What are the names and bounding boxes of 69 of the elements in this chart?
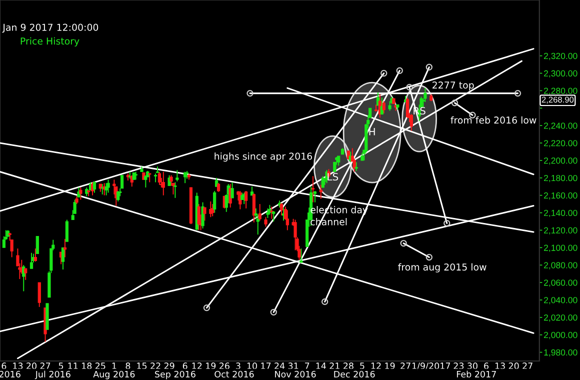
x-tick-label: 27: [40, 362, 50, 370]
x-tick-label: 13: [13, 362, 23, 370]
x-tick-label: 12: [371, 362, 381, 370]
x-tick-label: 22: [150, 362, 160, 370]
x-tick-label: 7: [305, 362, 310, 370]
x-tick-label: 5: [58, 362, 64, 370]
x-tick-label: 20: [508, 362, 519, 370]
x-tick-label: 1: [112, 362, 116, 370]
y-tick-label: 2,040.00: [544, 297, 578, 304]
x-tick-label: 6: [2, 362, 6, 370]
x2-tick-label: Nov 2016: [275, 370, 316, 378]
y-tick-label: 2,020.00: [544, 314, 578, 322]
x2-tick-label: Feb 2017: [456, 370, 496, 378]
y-tick-label: 2,180.00: [544, 174, 578, 182]
x-tick-label: 25: [95, 362, 106, 370]
x-tick-label: 21: [330, 362, 340, 370]
annotation: from feb 2016 low: [450, 116, 536, 124]
x-tick-label: 8: [126, 362, 130, 370]
y-tick-label: 2,280.00: [544, 88, 578, 95]
x-tick-label: 10: [247, 362, 257, 370]
x-tick-label: 29: [164, 362, 174, 370]
y-tick-label: 2,200.00: [544, 158, 578, 165]
x2-tick-label: Sep 2016: [155, 370, 196, 380]
x-tick-label: 6: [182, 362, 188, 370]
y-tick-label: 1,980.00: [544, 349, 578, 357]
x-tick-label: 19: [385, 362, 395, 370]
annotation: Price History: [20, 37, 80, 46]
y-tick-label: 2,000.00: [544, 332, 578, 340]
x-tick-label: 1/9/2017: [412, 362, 450, 370]
y-tick-label: 2,100.00: [544, 244, 578, 252]
y-tick-label: 2,300.00: [544, 70, 578, 78]
x-tick-label: 27: [522, 362, 532, 370]
y-tick-label: 2,160.00: [544, 192, 578, 200]
x-tick-label: 14: [316, 362, 326, 370]
x-tick-label: 17: [261, 362, 271, 370]
y-tick-label: 2,120.00: [544, 227, 578, 234]
y-tick-label: 2,140.00: [544, 210, 578, 218]
x-tick-label: 12: [192, 362, 202, 370]
x-tick-label: 28: [344, 362, 354, 370]
y-tick-label: 2,080.00: [544, 262, 578, 270]
y-tick-label: 2,240.00: [544, 122, 578, 130]
annotation: 2277 top: [432, 82, 474, 90]
x2-tick-label: Jul 2016: [34, 370, 70, 380]
x-tick-label: 5: [360, 362, 364, 370]
x-tick-label: 27: [400, 362, 410, 370]
x-tick-label: 30: [468, 362, 478, 370]
x-tick-label: 15: [137, 362, 147, 370]
x-tick-label: 24: [274, 362, 285, 370]
annotation: from aug 2015 low: [398, 263, 486, 272]
x-tick-label: 6: [484, 362, 488, 370]
x-tick-label: 20: [26, 362, 36, 370]
x-tick-label: 31: [288, 362, 298, 370]
x-tick-label: 13: [495, 362, 505, 370]
x-tick-label: 23: [454, 362, 464, 370]
y-tick-label: 2,220.00: [544, 140, 578, 148]
annotation: Jan 9 2017 12:00:00: [2, 24, 98, 33]
x-tick-label: 11: [68, 362, 78, 370]
x-tick-label: 18: [82, 362, 92, 370]
annotation: H: [369, 128, 375, 136]
y-tick-label: 2,320.00: [544, 52, 578, 60]
y-tick-label: 2,060.00: [544, 280, 578, 287]
x-tick-label: 3: [236, 362, 240, 370]
annotation: highs since apr 2016: [214, 152, 312, 162]
text: 2,268.90: [542, 96, 574, 104]
x-tick-label: 19: [206, 362, 216, 370]
x2-tick-label: Oct 2016: [214, 370, 254, 378]
x-tick-label: 26: [219, 362, 230, 370]
x2-tick-label: Aug 2016: [93, 370, 135, 380]
x2-tick-label: Dec 2016: [334, 370, 375, 378]
